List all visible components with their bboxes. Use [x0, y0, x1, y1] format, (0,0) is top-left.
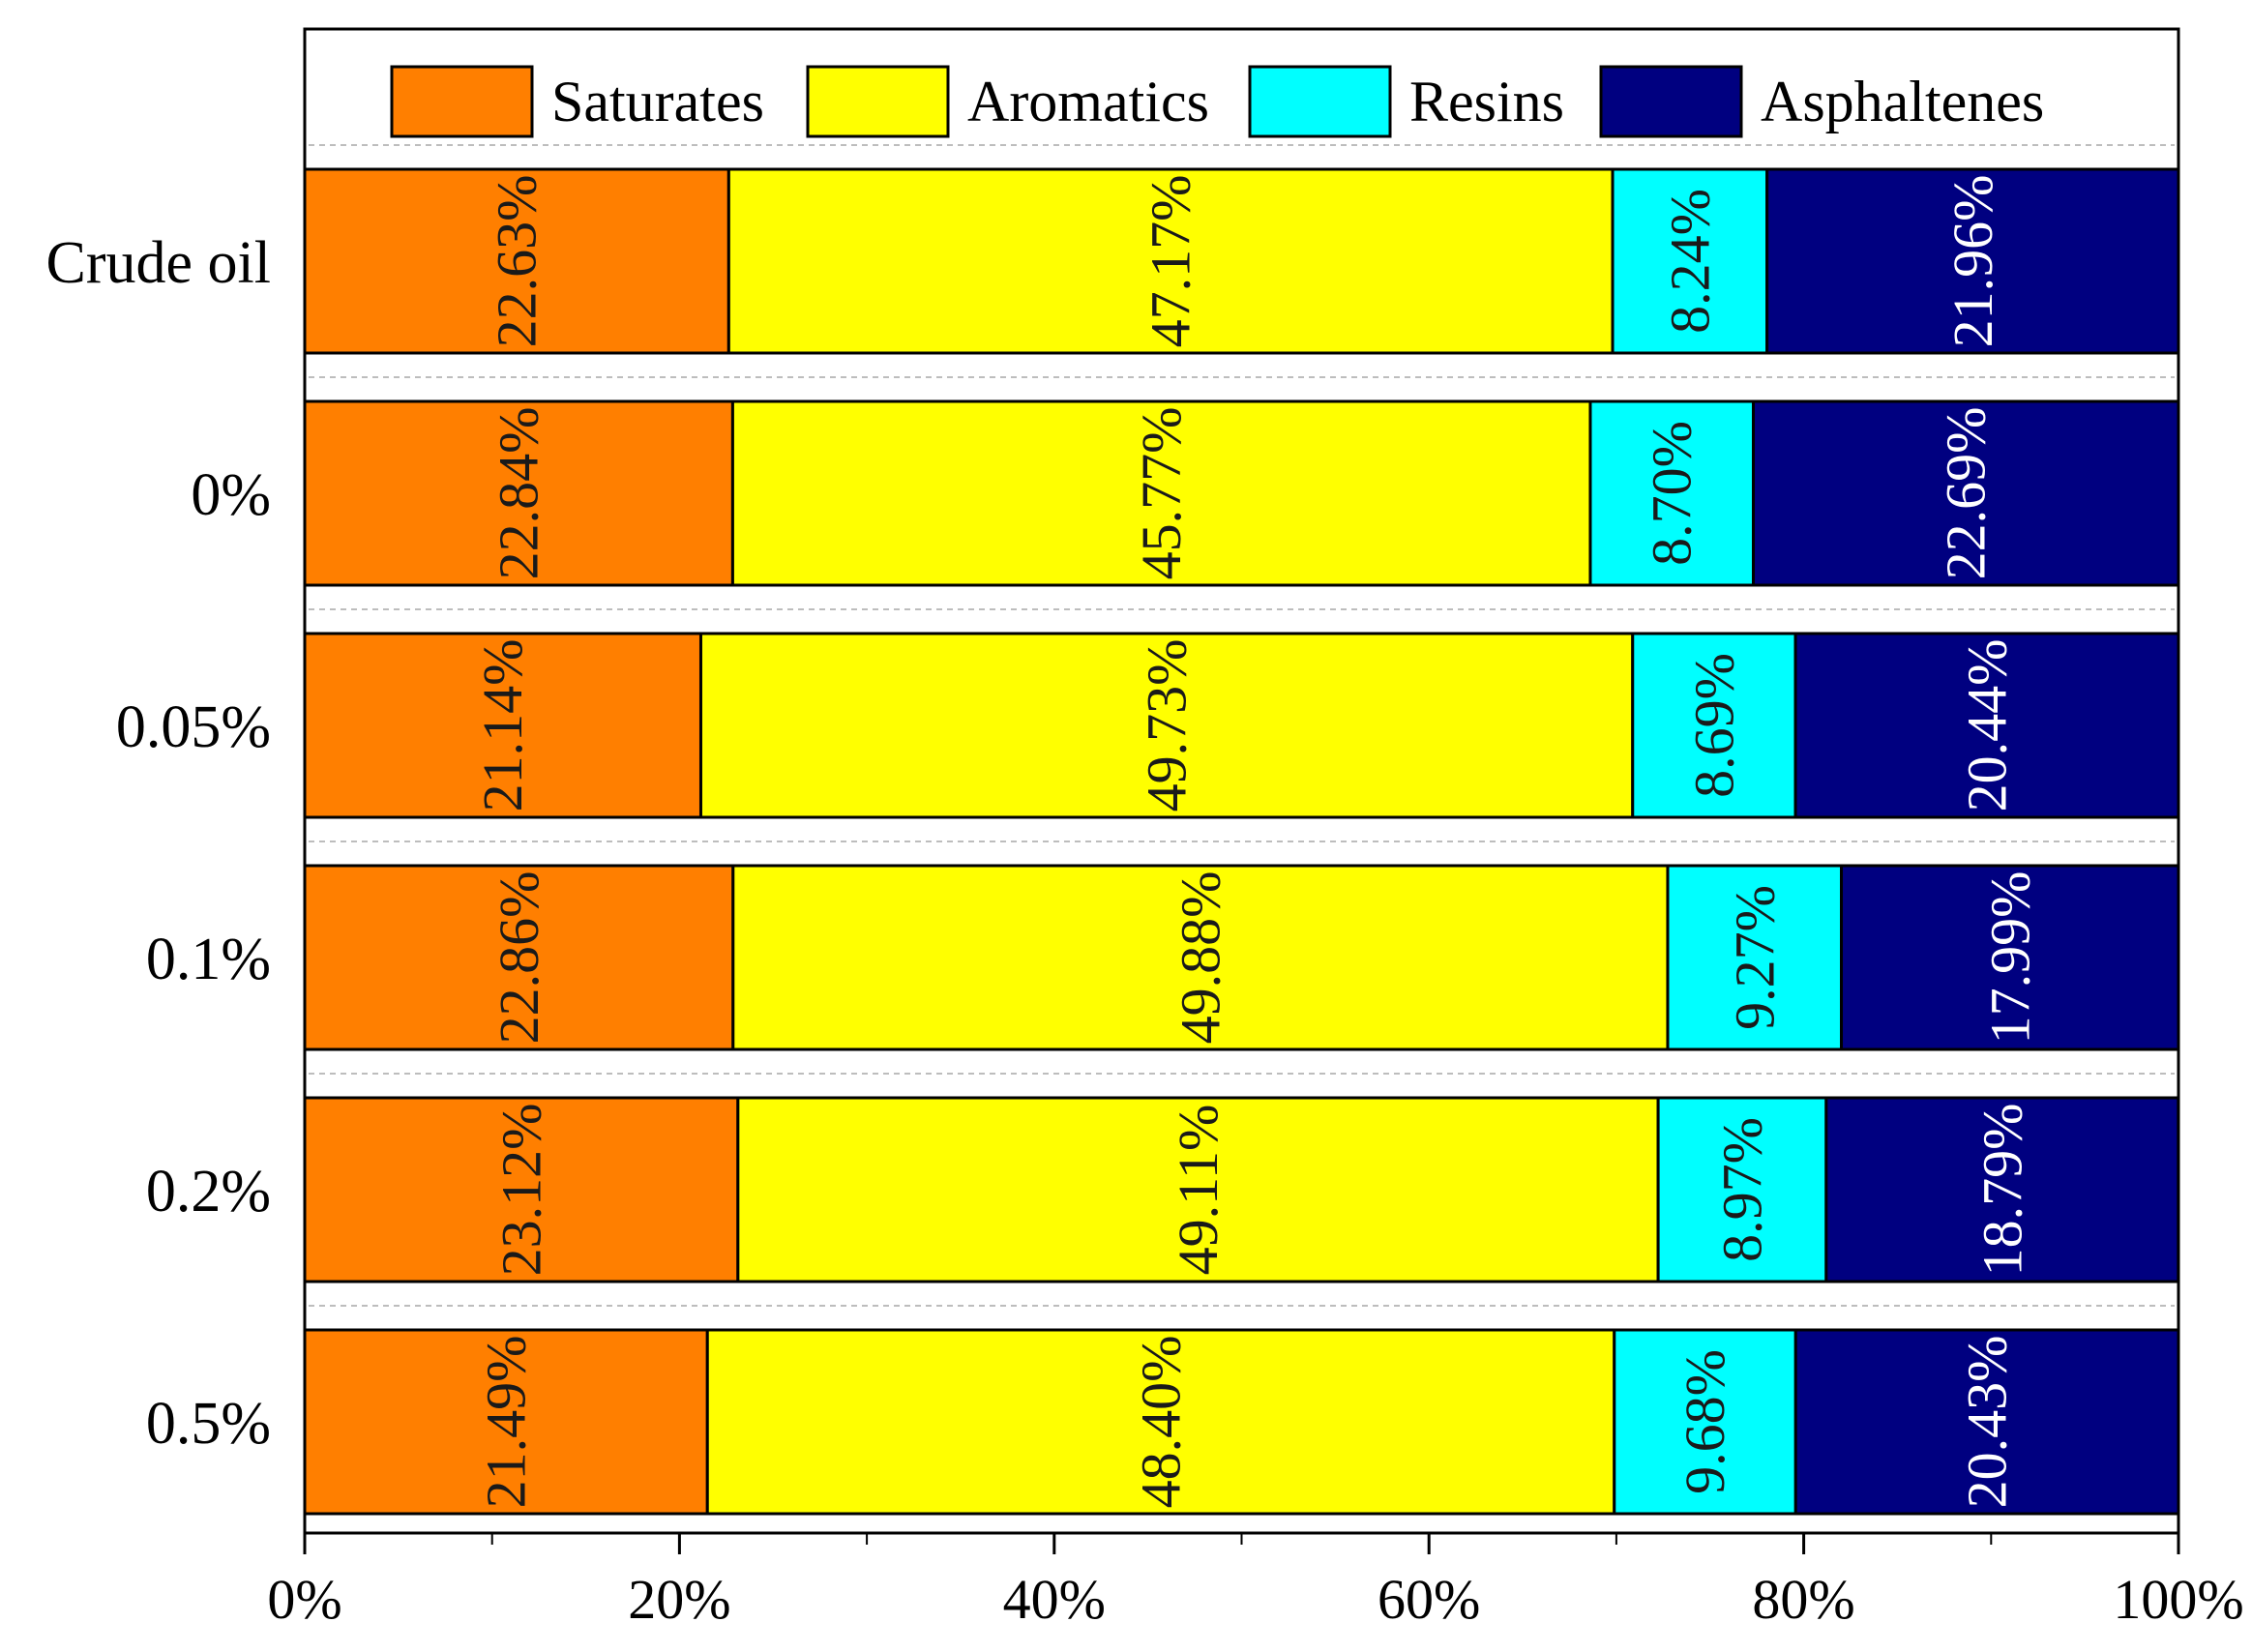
x-tick-label: 40%	[1003, 1568, 1106, 1631]
data-label: 8.97%	[1710, 1117, 1773, 1262]
bar-segment-resins[interactable]	[1656, 1096, 1828, 1283]
data-label: 20.44%	[1956, 639, 2019, 812]
bar-segment-aromatics[interactable]	[736, 1096, 1660, 1283]
bar-segment-asphaltenes[interactable]	[1840, 864, 2180, 1051]
x-tick-label: 0%	[267, 1568, 341, 1631]
x-tick-label: 80%	[1752, 1568, 1854, 1631]
category-label: 0%	[191, 462, 271, 528]
data-label: 20.43%	[1956, 1336, 2019, 1509]
x-tick-label: 60%	[1378, 1568, 1480, 1631]
bar-segment-saturates[interactable]	[303, 1328, 709, 1516]
data-label: 21.49%	[475, 1336, 538, 1509]
data-label: 18.79%	[1970, 1104, 2033, 1277]
category-label: Crude oil	[46, 230, 271, 296]
data-label: 21.14%	[471, 639, 534, 812]
legend-label-saturates[interactable]: Saturates	[551, 70, 764, 133]
bar-segment-resins[interactable]	[1631, 632, 1797, 819]
data-label: 49.11%	[1167, 1105, 1230, 1276]
bar-segment-aromatics[interactable]	[726, 167, 1615, 355]
data-label: 49.73%	[1136, 639, 1199, 812]
legend-swatch-aromatics[interactable]	[806, 65, 950, 138]
bar-segment-asphaltenes[interactable]	[1751, 399, 2180, 587]
data-label: 22.86%	[488, 871, 550, 1045]
bar-segment-resins[interactable]	[1613, 1328, 1797, 1516]
bar-segment-aromatics[interactable]	[698, 632, 1635, 819]
bar-segment-saturates[interactable]	[303, 864, 735, 1051]
data-label: 9.68%	[1674, 1349, 1736, 1494]
bar-segment-asphaltenes[interactable]	[1824, 1096, 2180, 1283]
bar-segment-asphaltenes[interactable]	[1765, 167, 2180, 355]
data-label: 22.84%	[488, 407, 550, 580]
bar-segment-saturates[interactable]	[303, 1096, 740, 1283]
data-label: 9.27%	[1723, 885, 1786, 1030]
category-label: 0.2%	[146, 1159, 271, 1224]
data-label: 45.77%	[1130, 407, 1193, 580]
x-tick-label: 20%	[628, 1568, 730, 1631]
bar-segment-aromatics[interactable]	[730, 399, 1592, 587]
bar-segment-asphaltenes[interactable]	[1793, 632, 2180, 819]
data-label: 47.17%	[1140, 175, 1202, 348]
data-label: 22.63%	[486, 175, 548, 348]
data-label: 48.40%	[1130, 1336, 1193, 1509]
bar-segment-saturates[interactable]	[303, 632, 702, 819]
data-label: 17.99%	[1978, 871, 2041, 1045]
category-label: 0.05%	[116, 694, 271, 760]
data-label: 8.70%	[1641, 421, 1704, 566]
legend-label-aromatics[interactable]: Aromatics	[967, 70, 1209, 133]
bar-segment-asphaltenes[interactable]	[1793, 1328, 2180, 1516]
data-label: 21.96%	[1941, 175, 2004, 348]
x-tick-label: 100%	[2113, 1568, 2243, 1631]
bar-segment-saturates[interactable]	[303, 399, 734, 587]
legend-label-resins[interactable]: Resins	[1409, 70, 1564, 133]
data-label: 23.12%	[489, 1104, 552, 1277]
legend-swatch-saturates[interactable]	[390, 65, 534, 138]
category-label: 0.1%	[146, 927, 271, 992]
data-label: 22.69%	[1935, 407, 1998, 580]
bar-segment-aromatics[interactable]	[705, 1328, 1616, 1516]
data-label: 49.88%	[1169, 871, 1231, 1045]
legend-label-asphaltenes[interactable]: Asphaltenes	[1761, 70, 2044, 133]
bar-segment-saturates[interactable]	[303, 167, 730, 355]
bar-segment-resins[interactable]	[1611, 167, 1769, 355]
legend-swatch-resins[interactable]	[1248, 65, 1392, 138]
data-label: 8.69%	[1682, 653, 1745, 798]
data-label: 8.24%	[1658, 189, 1721, 334]
legend-swatch-asphaltenes[interactable]	[1599, 65, 1743, 138]
category-label: 0.5%	[146, 1391, 271, 1457]
